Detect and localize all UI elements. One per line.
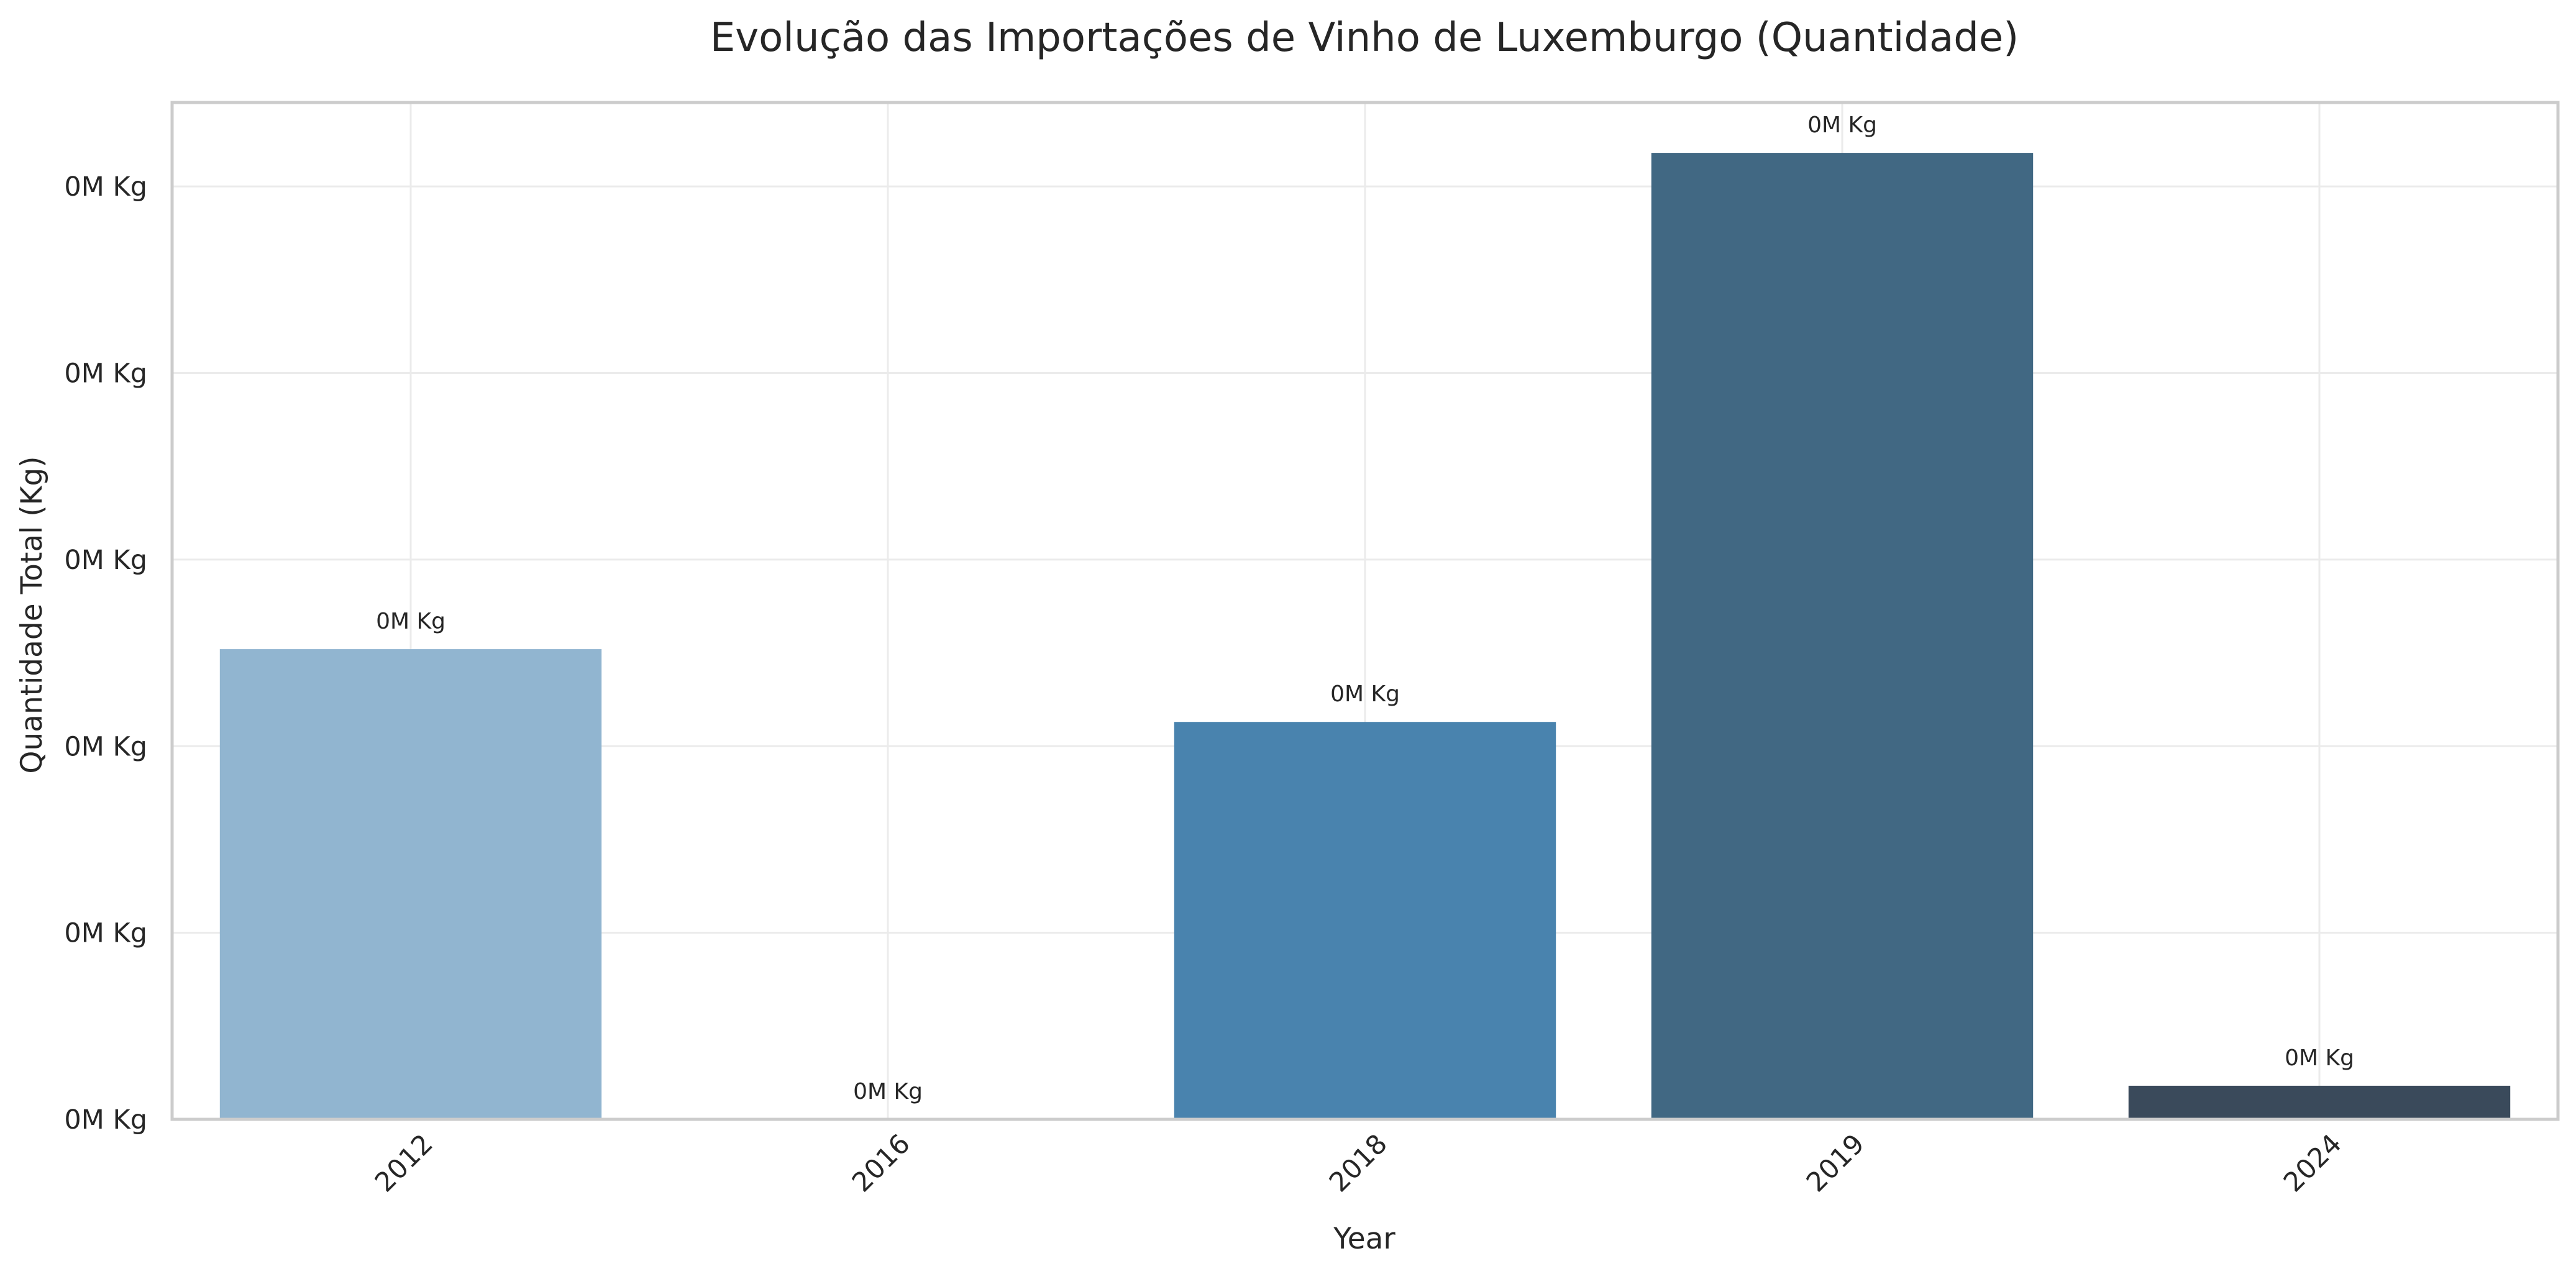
y-tick-label: 0M Kg <box>64 358 147 389</box>
bar-value-label: 0M Kg <box>1807 112 1877 138</box>
bar-value-labels: 0M Kg 0M Kg 0M Kg 0M Kg 0M Kg <box>376 112 2354 1104</box>
bar <box>219 649 602 1119</box>
x-axis-ticks: 2012 2016 2018 2019 2024 <box>369 1128 2348 1198</box>
bar-value-label: 0M Kg <box>2285 1045 2354 1071</box>
y-axis-label: Quantidade Total (Kg) <box>15 456 49 773</box>
plot-frame <box>170 101 2560 1121</box>
bar <box>1651 153 2034 1119</box>
x-axis-label: Year <box>1333 1222 1395 1256</box>
x-tick-label: 2012 <box>369 1128 439 1198</box>
bar-value-label: 0M Kg <box>1330 681 1400 707</box>
y-tick-label: 0M Kg <box>64 545 147 576</box>
bar-value-label: 0M Kg <box>853 1079 923 1104</box>
chart-title: Evolução das Importações de Vinho de Lux… <box>710 15 2019 61</box>
x-tick-label: 2018 <box>1323 1128 1394 1198</box>
bar <box>1174 722 1556 1119</box>
y-tick-label: 0M Kg <box>64 731 147 762</box>
x-tick-label: 2019 <box>1801 1128 1871 1198</box>
bar-value-label: 0M Kg <box>376 609 445 634</box>
y-tick-label: 0M Kg <box>64 918 147 949</box>
y-axis-ticks: 0M Kg 0M Kg 0M Kg 0M Kg 0M Kg 0M Kg <box>64 171 147 1135</box>
y-tick-label: 0M Kg <box>64 171 147 202</box>
x-tick-label: 2024 <box>2278 1128 2348 1198</box>
y-tick-label: 0M Kg <box>64 1104 147 1135</box>
x-tick-label: 2016 <box>846 1128 916 1198</box>
bar <box>2128 1085 2511 1119</box>
bars <box>219 153 2511 1119</box>
